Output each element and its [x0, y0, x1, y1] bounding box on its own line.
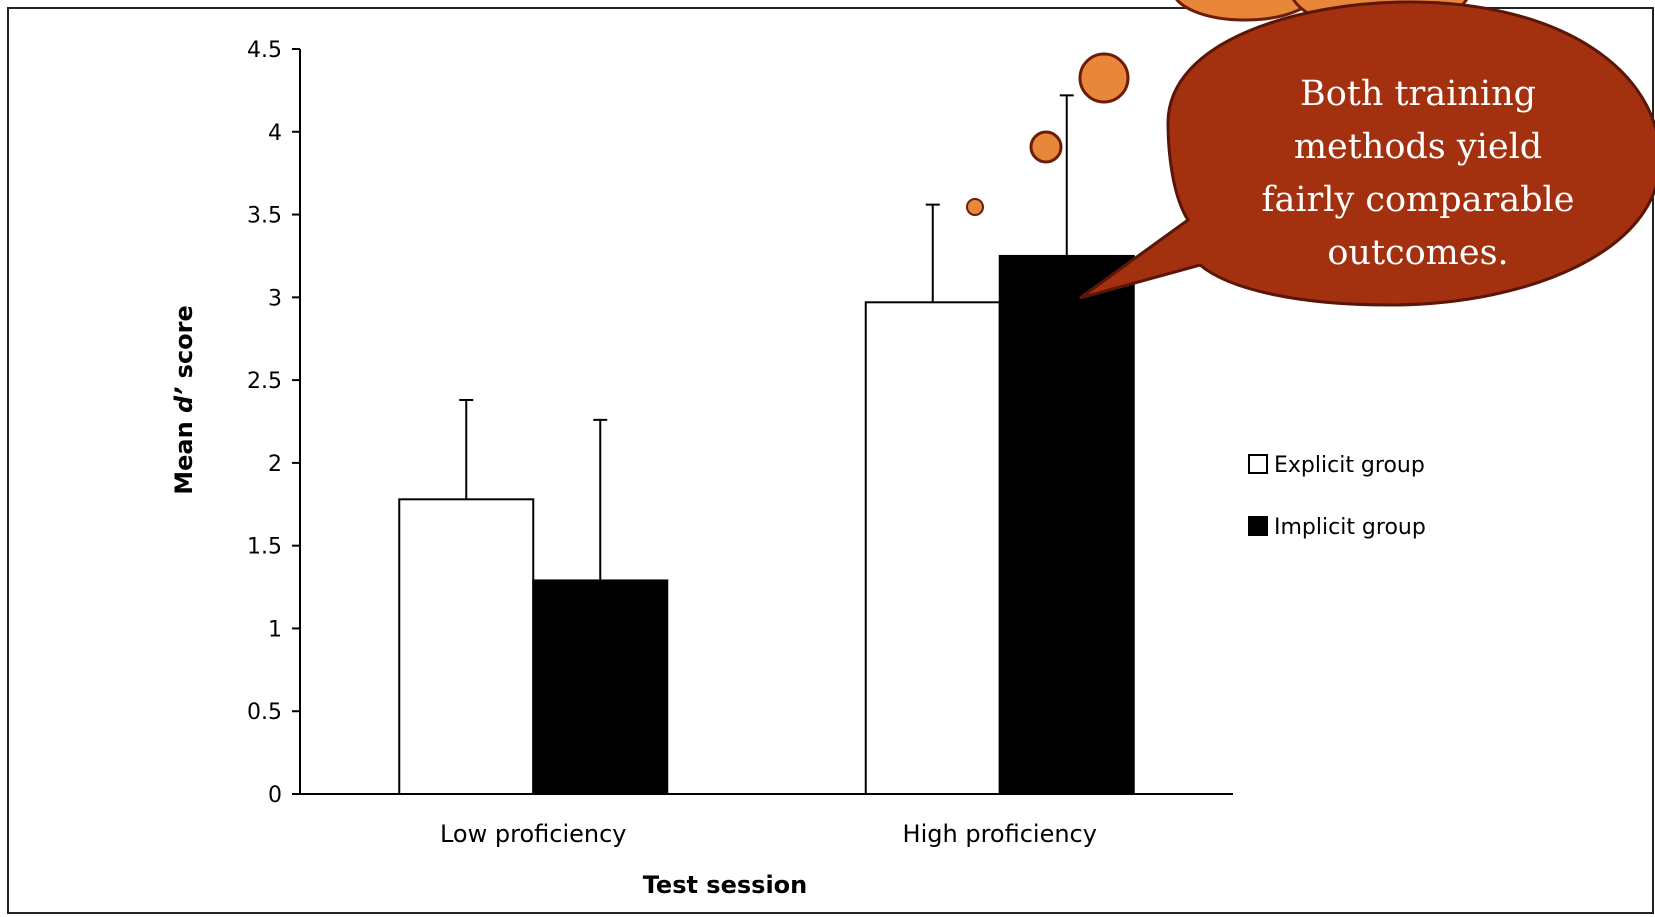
y-axis-ticks: 0 0.5 1 1.5 2 2.5 3 3.5 4 4.5: [247, 38, 300, 808]
y-axis-title: Mean d’ score: [170, 305, 198, 495]
thought-bubble-large: [1078, 52, 1130, 104]
callout-top-bubble-left: [1175, 0, 1315, 22]
x-category-label: Low proficiency: [440, 820, 627, 848]
y-tick-label: 0.5: [247, 700, 282, 725]
legend-swatch-implicit: [1248, 516, 1268, 536]
y-tick-label: 3.5: [247, 204, 282, 229]
bar-implicit-high: [998, 254, 1135, 795]
y-tick-label: 3: [268, 286, 282, 311]
y-axis-title-part-2: d’: [170, 387, 198, 413]
callout-line-3: fairly comparable: [1262, 180, 1575, 220]
y-tick-label: 1.5: [247, 535, 282, 560]
legend-swatch-explicit: [1248, 454, 1268, 474]
legend-label-implicit: Implicit group: [1274, 515, 1426, 540]
y-tick-label: 2: [268, 452, 282, 477]
y-tick-label: 0: [268, 783, 282, 808]
error-bars: [459, 94, 1074, 581]
callout-body: [1079, 0, 1655, 307]
bar-explicit-high: [864, 301, 1001, 795]
callout-line-1: Both training: [1300, 74, 1536, 114]
bar-explicit-low: [398, 498, 535, 795]
bars: [398, 254, 1135, 796]
callout: Both training methods yield fairly compa…: [966, 0, 1655, 307]
thought-bubble-small: [966, 198, 984, 216]
callout-line-4: outcomes.: [1327, 233, 1508, 273]
y-axis-title-part-3: score: [170, 305, 198, 386]
y-axis-title-part-1: Mean: [170, 413, 198, 495]
callout-line-2: methods yield: [1294, 127, 1542, 167]
bar-implicit-low: [532, 579, 669, 796]
y-tick-label: 1: [268, 617, 282, 642]
x-category-label: High proficiency: [903, 820, 1097, 848]
y-tick-label: 2.5: [247, 369, 282, 394]
y-tick-label: 4.5: [247, 38, 282, 63]
x-axis-categories: Low proficiency High proficiency: [440, 820, 1097, 848]
thought-bubble-medium: [1029, 130, 1063, 164]
legend-label-explicit: Explicit group: [1274, 453, 1425, 478]
legend: Explicit group Implicit group: [1248, 453, 1426, 540]
x-axis-title: Test session: [643, 871, 808, 899]
y-tick-label: 4: [268, 121, 282, 146]
